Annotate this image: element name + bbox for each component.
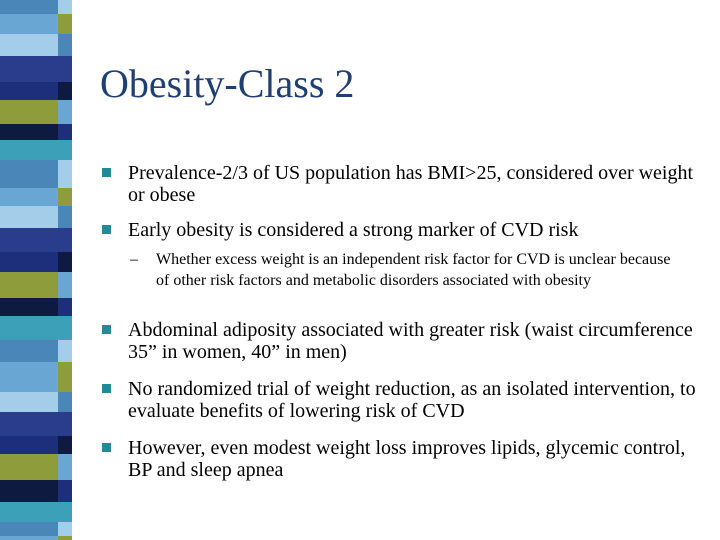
bullet-text: Abdominal adiposity associated with grea… — [128, 319, 693, 363]
sub-bullet-text: Whether excess weight is an independent … — [156, 251, 671, 289]
bullet-item: Early obesity is considered a strong mar… — [102, 219, 703, 241]
bullet-text: Prevalence-2/3 of US population has BMI>… — [128, 162, 694, 206]
decorative-stripe — [0, 206, 58, 228]
decorative-stripe — [58, 140, 72, 160]
decorative-stripe — [58, 480, 72, 502]
decorative-stripe — [58, 124, 72, 140]
decorative-stripe — [0, 392, 58, 412]
decorative-stripe — [58, 272, 72, 298]
bullet-item: Prevalence-2/3 of US population has BMI>… — [102, 162, 703, 206]
dash-marker: – — [130, 251, 138, 268]
decorative-stripe — [0, 412, 58, 436]
decorative-stripe — [0, 272, 58, 298]
decorative-stripe — [0, 14, 58, 34]
decorative-stripe — [0, 480, 58, 502]
bullet-item: No randomized trial of weight reduction,… — [102, 378, 703, 422]
decorative-stripe — [0, 436, 58, 454]
decorative-stripe — [58, 252, 72, 272]
decorative-stripe — [0, 454, 58, 480]
decorative-stripe — [0, 298, 58, 316]
decorative-stripe — [58, 0, 72, 14]
decorative-stripe — [58, 522, 72, 536]
decorative-stripe-bar — [0, 0, 72, 540]
decorative-stripe — [0, 34, 58, 56]
decorative-stripe — [0, 502, 58, 522]
decorative-stripe — [0, 56, 58, 82]
bullet-text: Early obesity is considered a strong mar… — [128, 219, 579, 241]
decorative-stripe — [58, 34, 72, 56]
decorative-stripe — [58, 362, 72, 392]
square-bullet-icon — [102, 384, 111, 393]
decorative-stripe — [0, 124, 58, 140]
decorative-stripe — [0, 0, 58, 14]
slide-title: Obesity-Class 2 — [100, 61, 355, 106]
decorative-stripe — [58, 100, 72, 124]
decorative-stripe — [58, 206, 72, 228]
decorative-stripe — [0, 140, 58, 160]
square-bullet-icon — [102, 443, 111, 452]
decorative-stripe — [58, 160, 72, 188]
decorative-stripe — [58, 228, 72, 252]
decorative-stripe — [58, 82, 72, 100]
decorative-stripe — [58, 340, 72, 362]
decorative-stripe — [0, 536, 58, 540]
decorative-stripe — [58, 56, 72, 82]
decorative-stripe — [58, 454, 72, 480]
decorative-stripe — [0, 228, 58, 252]
decorative-stripe — [0, 188, 58, 206]
decorative-stripe — [58, 188, 72, 206]
decorative-stripe — [58, 412, 72, 436]
decorative-stripe — [0, 362, 58, 392]
decorative-stripe — [58, 392, 72, 412]
bullet-item: However, even modest weight loss improve… — [102, 437, 703, 481]
decorative-stripe — [0, 340, 58, 362]
decorative-stripe — [58, 14, 72, 34]
decorative-stripe — [0, 82, 58, 100]
decorative-stripe — [58, 502, 72, 522]
bullet-item: Abdominal adiposity associated with grea… — [102, 319, 703, 363]
decorative-stripe — [58, 316, 72, 340]
sub-bullet-item: – Whether excess weight is an independen… — [130, 249, 686, 291]
square-bullet-icon — [102, 325, 111, 334]
bullet-text: No randomized trial of weight reduction,… — [128, 378, 696, 422]
square-bullet-icon — [102, 168, 111, 177]
decorative-stripe — [58, 436, 72, 454]
decorative-stripe — [58, 536, 72, 540]
decorative-stripe — [0, 100, 58, 124]
decorative-stripe — [0, 522, 58, 536]
decorative-stripe — [58, 298, 72, 316]
decorative-stripe — [0, 252, 58, 272]
decorative-stripe — [0, 160, 58, 188]
decorative-stripe — [0, 316, 58, 340]
bullet-text: However, even modest weight loss improve… — [128, 437, 686, 481]
square-bullet-icon — [102, 225, 111, 234]
